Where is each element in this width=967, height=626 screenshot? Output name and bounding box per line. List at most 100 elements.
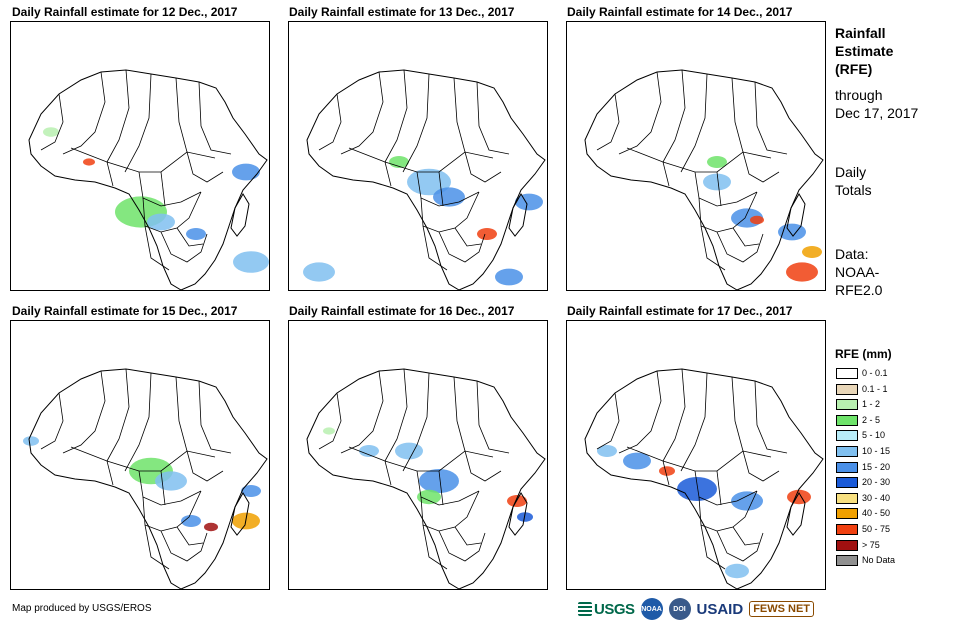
side-through: through Dec 17, 2017 xyxy=(835,86,918,122)
country-border xyxy=(698,490,758,532)
country-border xyxy=(384,161,392,187)
legend-label: 50 - 75 xyxy=(862,523,891,534)
legend-label: 0 - 0.1 xyxy=(862,368,888,378)
country-border xyxy=(476,81,510,155)
rainfall-area xyxy=(623,452,651,470)
country-border xyxy=(144,524,170,570)
country-border xyxy=(454,227,482,247)
legend-swatch xyxy=(836,430,858,442)
country-border xyxy=(453,77,466,153)
legend-label: 1 - 2 xyxy=(862,399,881,410)
africa-map-svg xyxy=(23,368,268,589)
country-border xyxy=(416,171,480,207)
rainfall-area xyxy=(417,489,441,505)
panel-title-15dec: Daily Rainfall estimate for 15 Dec., 201… xyxy=(12,304,238,318)
rainfall-area xyxy=(786,262,818,282)
country-border xyxy=(438,530,486,562)
country-border xyxy=(626,147,772,173)
rainfall-area xyxy=(23,436,39,446)
usgs-logo: USGS xyxy=(578,601,635,618)
country-border xyxy=(124,372,152,472)
country-border xyxy=(438,171,444,207)
rainfall-area xyxy=(659,466,675,476)
rainfall-area xyxy=(419,469,459,493)
map-credit: Map produced by USGS/EROS xyxy=(12,603,152,614)
country-border xyxy=(138,171,202,207)
legend-title: RFE (mm) xyxy=(835,347,892,361)
side-title: Rainfall Estimate (RFE) xyxy=(835,24,893,78)
country-border xyxy=(160,231,208,263)
rainfall-area xyxy=(241,485,261,497)
country-border xyxy=(716,530,764,562)
country-border xyxy=(626,446,772,472)
usaid-logo: USAID xyxy=(696,600,744,618)
legend-swatch xyxy=(836,461,858,473)
side-data-line1: Data: xyxy=(835,246,869,262)
country-border xyxy=(186,450,224,482)
legend-label: 15 - 20 xyxy=(862,461,891,472)
rainfall-area xyxy=(147,213,175,231)
madagascar-outline xyxy=(230,492,250,536)
country-border xyxy=(700,225,726,271)
country-border xyxy=(62,71,106,155)
country-border xyxy=(318,392,342,450)
map-13dec xyxy=(288,21,548,291)
country-border xyxy=(618,370,662,454)
rainfall-area xyxy=(495,268,523,286)
africa-map-svg xyxy=(584,69,824,290)
legend-swatch xyxy=(836,414,858,426)
side-through-label: through xyxy=(835,87,883,103)
madagascar-outline xyxy=(508,492,528,536)
side-title-line2: Estimate xyxy=(835,43,894,59)
rainfall-area xyxy=(155,471,187,491)
legend-swatch xyxy=(836,477,858,489)
country-border xyxy=(754,380,788,454)
country-border xyxy=(732,227,760,247)
map-17dec xyxy=(566,320,826,590)
africa-map-svg xyxy=(28,69,269,290)
country-border xyxy=(144,225,170,271)
country-border xyxy=(731,77,744,153)
legend-label: 30 - 40 xyxy=(862,492,891,503)
rainfall-area xyxy=(707,156,727,168)
legend-swatch xyxy=(836,383,858,395)
legend-label: No Data xyxy=(862,555,896,566)
country-border xyxy=(176,227,204,247)
side-daily: Daily Totals xyxy=(835,163,872,199)
country-border xyxy=(106,460,114,486)
panel-title-13dec: Daily Rainfall estimate for 13 Dec., 201… xyxy=(289,5,515,19)
country-border xyxy=(716,231,764,263)
country-border xyxy=(742,450,780,482)
madagascar-outline xyxy=(508,193,528,237)
legend-swatch xyxy=(836,523,858,535)
map-12dec xyxy=(10,21,270,291)
country-border xyxy=(731,376,744,452)
map-15dec xyxy=(10,320,270,590)
country-border xyxy=(700,524,726,570)
country-border xyxy=(742,151,780,183)
country-border xyxy=(62,370,106,454)
side-daily-line1: Daily xyxy=(835,164,867,180)
africa-coastline xyxy=(28,69,268,290)
country-border xyxy=(348,446,494,472)
legend-swatch xyxy=(836,539,858,551)
country-border xyxy=(318,93,342,151)
country-border xyxy=(732,526,760,546)
country-border xyxy=(464,450,502,482)
country-border xyxy=(106,161,114,187)
country-border xyxy=(716,171,722,207)
panel-title-12dec: Daily Rainfall estimate for 12 Dec., 201… xyxy=(12,5,238,19)
country-border xyxy=(716,470,722,506)
legend-swatch xyxy=(836,492,858,504)
rainfall-area xyxy=(750,215,764,225)
rainfall-area xyxy=(395,442,423,460)
rainfall-area xyxy=(232,163,260,181)
rainfall-area xyxy=(359,445,379,457)
country-border xyxy=(186,151,224,183)
country-border xyxy=(340,71,384,155)
legend-swatch xyxy=(836,399,858,411)
country-border xyxy=(175,77,188,153)
country-border xyxy=(40,93,64,151)
rainfall-area xyxy=(407,168,451,196)
rainfall-area xyxy=(233,251,269,273)
